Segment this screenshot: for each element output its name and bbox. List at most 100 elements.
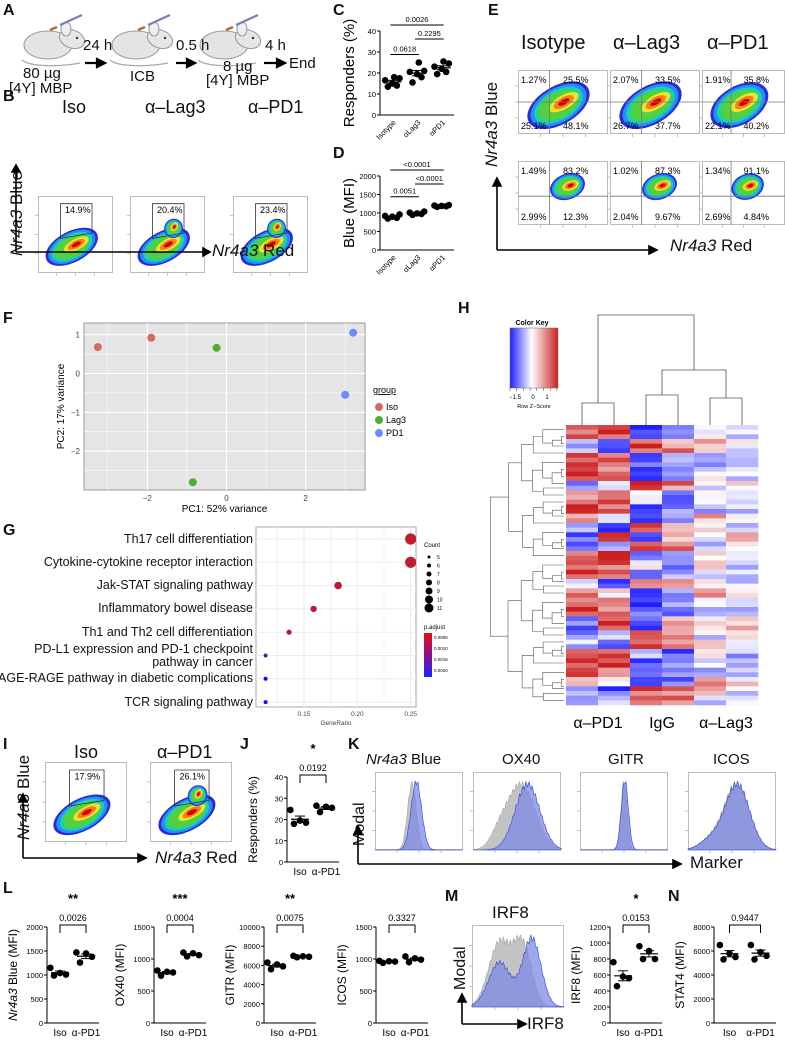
heatmap-cell xyxy=(726,607,759,612)
heatmap-cell xyxy=(566,653,599,659)
data-point xyxy=(402,953,409,960)
heatmap-cell xyxy=(598,527,631,533)
density-cloud xyxy=(137,227,190,266)
size-legend-dot xyxy=(427,563,431,568)
heatmap-cell xyxy=(630,583,663,589)
heatmap-cell xyxy=(630,429,663,435)
group-label: αLag3 xyxy=(401,118,422,139)
y-tick-label: 200 xyxy=(593,1003,606,1012)
data-point xyxy=(50,972,58,979)
data-point xyxy=(73,949,80,956)
p-value-label: 0.0026 xyxy=(59,913,87,923)
color-legend-bar xyxy=(424,633,432,677)
x-tick-label: 0.15 xyxy=(298,711,311,718)
heatmap-cell xyxy=(662,453,695,458)
y-axis-label-text: Responders (%) xyxy=(341,19,358,127)
gene-name: Nr4a3 xyxy=(366,751,407,768)
mouse-tail xyxy=(21,59,81,67)
row-dendrogram-branch xyxy=(552,682,564,689)
heatmap-cell xyxy=(694,672,727,678)
heatmap-cell xyxy=(662,481,695,486)
size-legend-dot xyxy=(427,555,431,559)
heatmap-cell xyxy=(726,667,759,673)
heatmap-cell xyxy=(630,565,663,570)
heatmap-cell xyxy=(598,635,631,640)
heatmap-cell xyxy=(566,485,599,491)
syringe-needle-cap xyxy=(49,25,58,32)
data-point xyxy=(751,956,758,963)
heatmap-cell xyxy=(566,667,599,673)
pathway-term-label: Cytokine-cytokine receptor interaction xyxy=(43,554,253,569)
heatmap-cell xyxy=(630,630,663,636)
heatmap-cell xyxy=(694,565,727,570)
quadrant-lower-right-percentage: 4.84% xyxy=(744,212,770,222)
heatmap-cell xyxy=(726,509,759,514)
y-tick-label: −1 xyxy=(71,408,81,417)
heatmap-cell xyxy=(566,639,599,645)
heatmap-cell xyxy=(726,588,759,594)
heatmap-cell xyxy=(566,481,599,486)
row-dendrogram-branch xyxy=(533,507,564,524)
pathway-term-list: Th17 cell differentiation Cytokine-cytoki… xyxy=(0,525,253,725)
group-label: α-PD1 xyxy=(401,1028,430,1039)
end-label: End xyxy=(289,55,316,72)
group-label: α-PD1 xyxy=(179,1028,208,1039)
mouse-eye xyxy=(251,36,255,40)
heatmap-cell xyxy=(566,579,599,584)
y-axis-label-text: Blue (MFI) xyxy=(341,178,358,248)
y-tick-label: 1500 xyxy=(26,947,43,956)
heatmap-cell xyxy=(726,635,759,640)
data-point xyxy=(267,965,275,973)
mouse-tail xyxy=(109,59,169,67)
heatmap-cell xyxy=(598,439,631,444)
comparison-bracket xyxy=(166,924,194,933)
y-tick-label: 30 xyxy=(368,48,376,57)
heatmap-cell xyxy=(566,546,599,552)
heatmap-cell xyxy=(662,588,695,594)
heatmap-cell xyxy=(662,471,695,477)
mouse-icon xyxy=(197,13,262,67)
y-tick-label: 2000 xyxy=(26,923,43,932)
heatmap-cell xyxy=(694,457,727,463)
group-label: Iso xyxy=(723,1028,737,1039)
panel-letter-j: J xyxy=(240,736,249,753)
heatmap-cell xyxy=(662,439,695,444)
y-axis-label: ICOS (MFI) xyxy=(335,944,349,1005)
heatmap-cell xyxy=(598,485,631,491)
heatmap-cell xyxy=(566,611,599,617)
heatmap-cell xyxy=(566,569,599,575)
row-dendrogram-branch xyxy=(561,646,564,654)
enrichment-point xyxy=(263,653,268,658)
size-legend-dot xyxy=(424,603,434,613)
heatmap-cell xyxy=(662,462,695,468)
heatmap-cell xyxy=(598,551,631,556)
flow-title-lag3: α–Lag3 xyxy=(145,97,206,117)
quadrant-plot: 1.91% 35.8% 22.1% 40.2% xyxy=(699,70,785,137)
heatmap-cell xyxy=(694,667,727,673)
dot-plot-ox40-mfi: 0 500 1000 1500 OX40 (MFI) Iso α-PD1 0.0004 *** xyxy=(113,891,208,1039)
heatmap-cell xyxy=(726,565,759,570)
quadrant-plot: 1.34% 91.1% 2.69% 4.84% xyxy=(699,161,785,228)
heatmap-cell xyxy=(566,658,599,664)
row-dendrogram-branch xyxy=(520,580,533,622)
pathway-term-label: Th17 cell differentiation xyxy=(123,531,253,546)
heatmap-cell xyxy=(598,448,631,454)
heatmap-cell xyxy=(630,434,663,440)
heatmap-cell xyxy=(726,537,759,542)
row-dendrogram-branch xyxy=(552,509,564,517)
panel-letter-m: M xyxy=(445,888,459,905)
row-dendrogram-branch xyxy=(532,538,564,556)
group-label: Iso xyxy=(160,1028,174,1039)
y-axis-label: GITR (MFI) xyxy=(223,945,237,1006)
heatmap-cell xyxy=(662,565,695,570)
heatmap-cell xyxy=(598,700,631,706)
heatmap-cell xyxy=(630,555,663,561)
heatmap-cell xyxy=(694,579,727,584)
axes-arrows-i xyxy=(17,792,148,864)
heatmap-cell xyxy=(630,667,663,673)
heatmap-cell xyxy=(598,523,631,528)
histogram-treatment-curve xyxy=(471,934,565,1008)
y-axis-label-e: Nr4a3 Blue xyxy=(482,82,502,167)
heatmap-cell xyxy=(726,551,759,556)
heatmap-cell xyxy=(694,588,727,594)
